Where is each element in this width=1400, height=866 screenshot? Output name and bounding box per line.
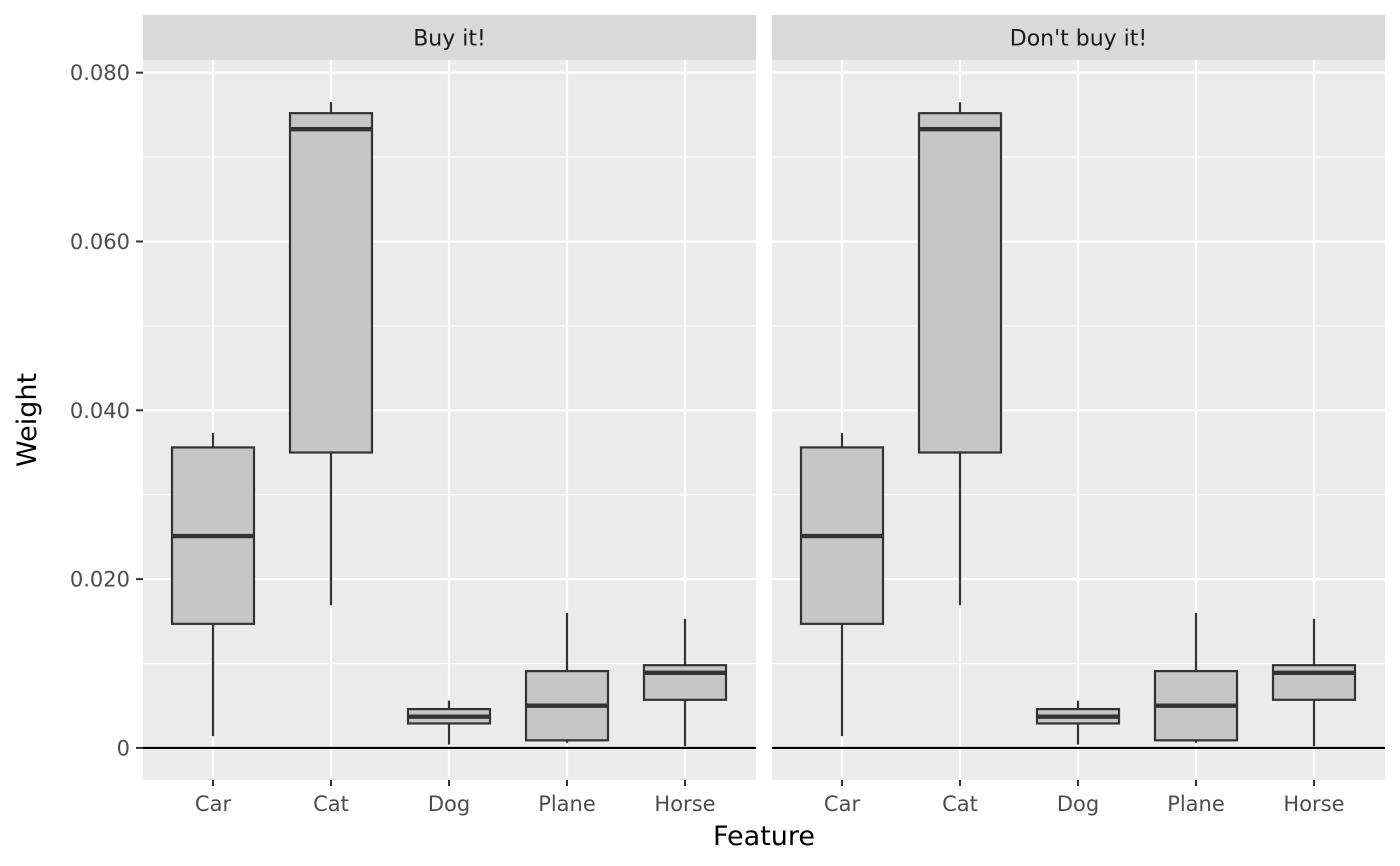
x-tick-label: Horse — [1283, 792, 1344, 816]
boxplot-horse — [642, 618, 728, 747]
x-tick-label: Cat — [313, 792, 349, 816]
y-tick-label: 0.060 — [70, 230, 130, 254]
box-iqr — [917, 112, 1003, 454]
boxplot-cat — [288, 102, 374, 606]
facet-panel: Buy it! Car Cat Dog Plane Horse — [143, 15, 756, 816]
boxplot-dog — [406, 700, 492, 745]
boxplot-car — [170, 433, 256, 737]
boxplot-dog — [1035, 700, 1121, 745]
x-axis-title: Feature — [713, 821, 815, 852]
facet-panel: Don't buy it! Car Cat Dog Plane Horse — [772, 15, 1385, 816]
boxplot-plane — [1153, 612, 1239, 743]
facet-strip — [772, 15, 1385, 60]
facet-strip-label: Buy it! — [413, 27, 486, 52]
boxplot-cat — [917, 102, 1003, 606]
facet-strip-label: Don't buy it! — [1010, 27, 1148, 52]
y-tick-label: 0.040 — [70, 399, 130, 423]
x-tick-label: Car — [824, 792, 861, 816]
x-tick-label: Car — [195, 792, 232, 816]
boxplot-car — [799, 433, 885, 737]
x-tick-label: Plane — [1167, 792, 1225, 816]
boxplot-plane — [524, 612, 610, 743]
box-iqr — [288, 112, 374, 454]
x-tick-label: Horse — [654, 792, 715, 816]
y-tick-label: 0 — [117, 736, 130, 760]
facet-strip — [143, 15, 756, 60]
box-iqr — [1271, 664, 1357, 701]
x-tick-label: Dog — [428, 792, 470, 816]
y-axis-title: Weight — [12, 373, 43, 467]
x-tick-label: Dog — [1057, 792, 1099, 816]
x-tick-label: Plane — [538, 792, 596, 816]
boxplot-horse — [1271, 618, 1357, 747]
y-tick-label: 0.080 — [70, 61, 130, 85]
y-tick-label: 0.020 — [70, 568, 130, 592]
box-iqr — [642, 664, 728, 701]
x-tick-label: Cat — [942, 792, 978, 816]
panels-layer: Buy it! Car Cat Dog Plane Horse Don't buy it! C… — [143, 15, 1385, 816]
y-axis: 0 0.020 0.040 0.060 0.080 — [70, 61, 143, 760]
